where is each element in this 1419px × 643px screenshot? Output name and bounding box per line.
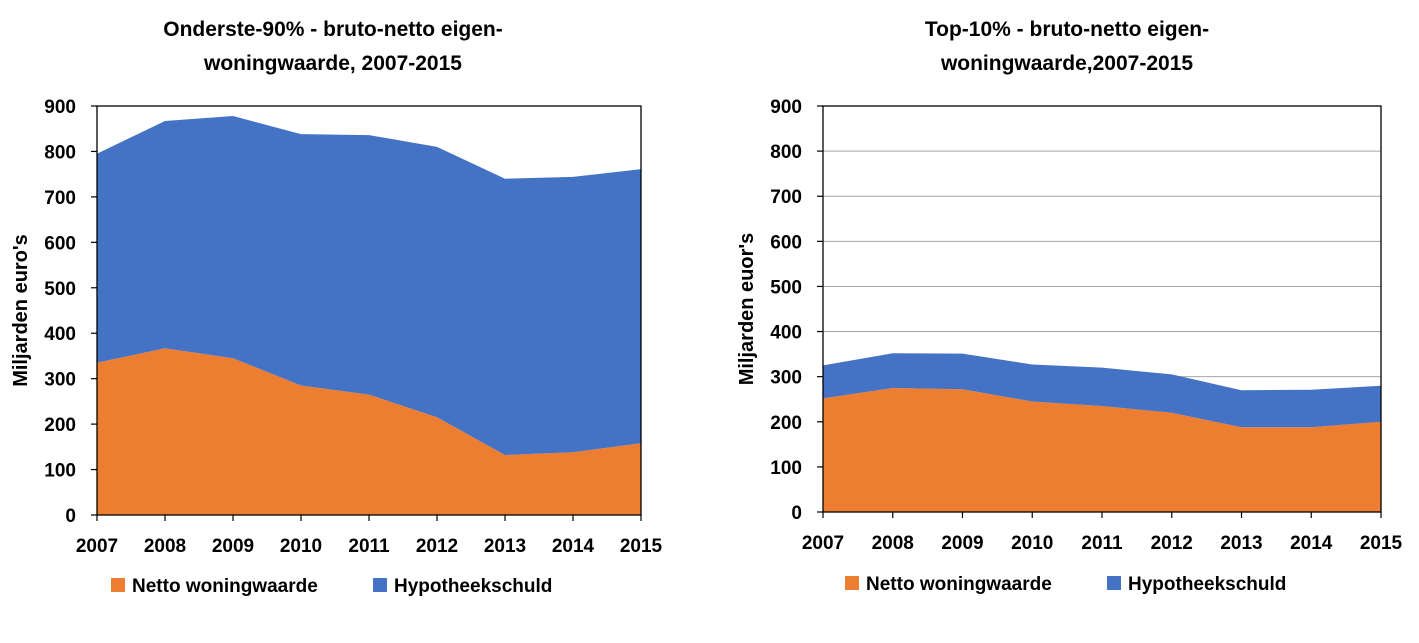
x-tick-label: 2012 (1151, 533, 1193, 554)
legend-swatch (111, 578, 125, 592)
x-tick-label: 2008 (872, 533, 914, 554)
chart-1: Onderste-90% - bruto-netto eigen-woningw… (10, 18, 663, 597)
area-series-netto-woningwaarde (97, 348, 641, 515)
y-tick-label: 400 (44, 324, 76, 345)
x-tick-label: 2007 (802, 533, 844, 554)
y-tick-label: 700 (44, 188, 76, 209)
y-tick-label: 500 (770, 277, 802, 298)
y-tick-label: 800 (44, 142, 76, 163)
y-tick-label: 800 (770, 142, 802, 163)
legend-label: Hypotheekschuld (394, 576, 552, 597)
x-tick-label: 2007 (76, 536, 118, 557)
y-tick-label: 300 (44, 370, 76, 391)
x-tick-label: 2009 (941, 533, 983, 554)
y-tick-label: 0 (65, 506, 76, 527)
x-tick-label: 2015 (620, 536, 663, 557)
x-tick-label: 2014 (1290, 533, 1333, 554)
chart-title-line: woningwaarde, 2007-2015 (203, 52, 462, 75)
x-tick-label: 2009 (212, 536, 254, 557)
chart-2: Top-10% - bruto-netto eigen-woningwaarde… (736, 18, 1403, 595)
chart-title-line: Onderste-90% - bruto-netto eigen- (163, 18, 503, 41)
y-tick-label: 500 (44, 279, 76, 300)
chart-title-line: Top-10% - bruto-netto eigen- (925, 18, 1209, 41)
area-series-hypotheekschuld (823, 353, 1381, 428)
x-tick-label: 2008 (144, 536, 186, 557)
legend: Netto woningwaarde Hypotheekschuld (111, 576, 552, 597)
y-tick-label: 200 (770, 413, 802, 434)
x-tick-label: 2014 (552, 536, 595, 557)
y-tick-label: 200 (44, 415, 76, 436)
legend-label: Netto woningwaarde (132, 576, 318, 597)
x-tick-label: 2013 (1220, 533, 1262, 554)
legend-swatch (373, 578, 387, 592)
y-tick-label: 700 (770, 187, 802, 208)
chart-title-line: woningwaarde,2007-2015 (940, 52, 1193, 75)
y-axis-label: Miljarden euro's (10, 234, 32, 387)
x-tick-label: 2011 (348, 536, 390, 557)
y-tick-label: 300 (770, 368, 802, 389)
legend: Netto woningwaarde Hypotheekschuld (845, 574, 1286, 595)
area-series-hypotheekschuld (97, 116, 641, 456)
y-tick-label: 900 (44, 97, 76, 118)
y-tick-label: 400 (770, 323, 802, 344)
y-tick-label: 0 (791, 503, 802, 524)
legend-swatch (1107, 576, 1121, 590)
x-tick-label: 2012 (416, 536, 458, 557)
x-tick-label: 2010 (1011, 533, 1053, 554)
x-tick-label: 2015 (1360, 533, 1403, 554)
x-tick-label: 2010 (280, 536, 322, 557)
legend-label: Netto woningwaarde (866, 574, 1052, 595)
y-tick-label: 900 (770, 97, 802, 118)
x-tick-label: 2013 (484, 536, 526, 557)
y-tick-label: 600 (770, 232, 802, 253)
area-series-netto-woningwaarde (823, 387, 1381, 512)
y-axis-label: Miljarden euor's (736, 233, 758, 386)
y-tick-label: 100 (770, 458, 802, 479)
x-tick-label: 2011 (1081, 533, 1123, 554)
legend-label: Hypotheekschuld (1128, 574, 1286, 595)
y-tick-label: 600 (44, 233, 76, 254)
legend-swatch (845, 576, 859, 590)
y-tick-label: 100 (44, 461, 76, 482)
